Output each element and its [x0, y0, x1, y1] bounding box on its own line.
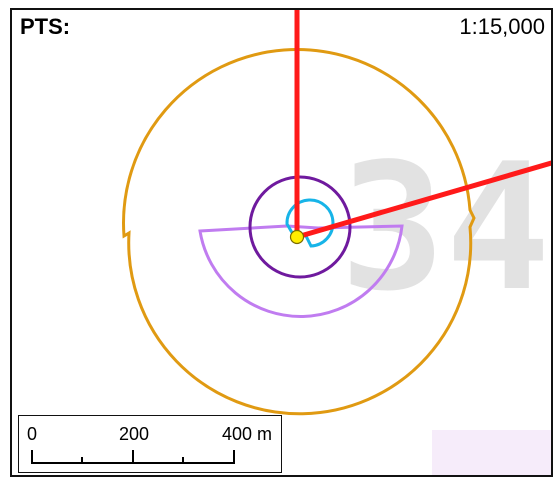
sector-buffer — [198, 224, 404, 318]
inner-buffer-ring — [248, 175, 352, 279]
scalebar-label-0: 0 — [27, 424, 38, 444]
outer-buffer-ring — [122, 48, 476, 416]
scalebar-ruler — [31, 450, 235, 464]
map-canvas[interactable]: 34 — [12, 10, 553, 477]
map-title: PTS: — [20, 14, 71, 39]
scalebar-label-400: 400 m — [222, 424, 273, 444]
cyan-buffer-ring — [285, 198, 335, 248]
scalebar: 0 200 400 m — [18, 415, 282, 473]
background-tint — [432, 430, 551, 475]
background-numeral: 34 — [340, 127, 551, 330]
scale-ratio: 1:15,000 — [459, 14, 545, 39]
road-line-east — [296, 160, 551, 240]
map-frame[interactable]: 34 PTS: 1:15,000 0 200 400 m — [10, 8, 553, 477]
site-point[interactable] — [289, 229, 305, 245]
scalebar-label-200: 200 — [119, 424, 150, 444]
